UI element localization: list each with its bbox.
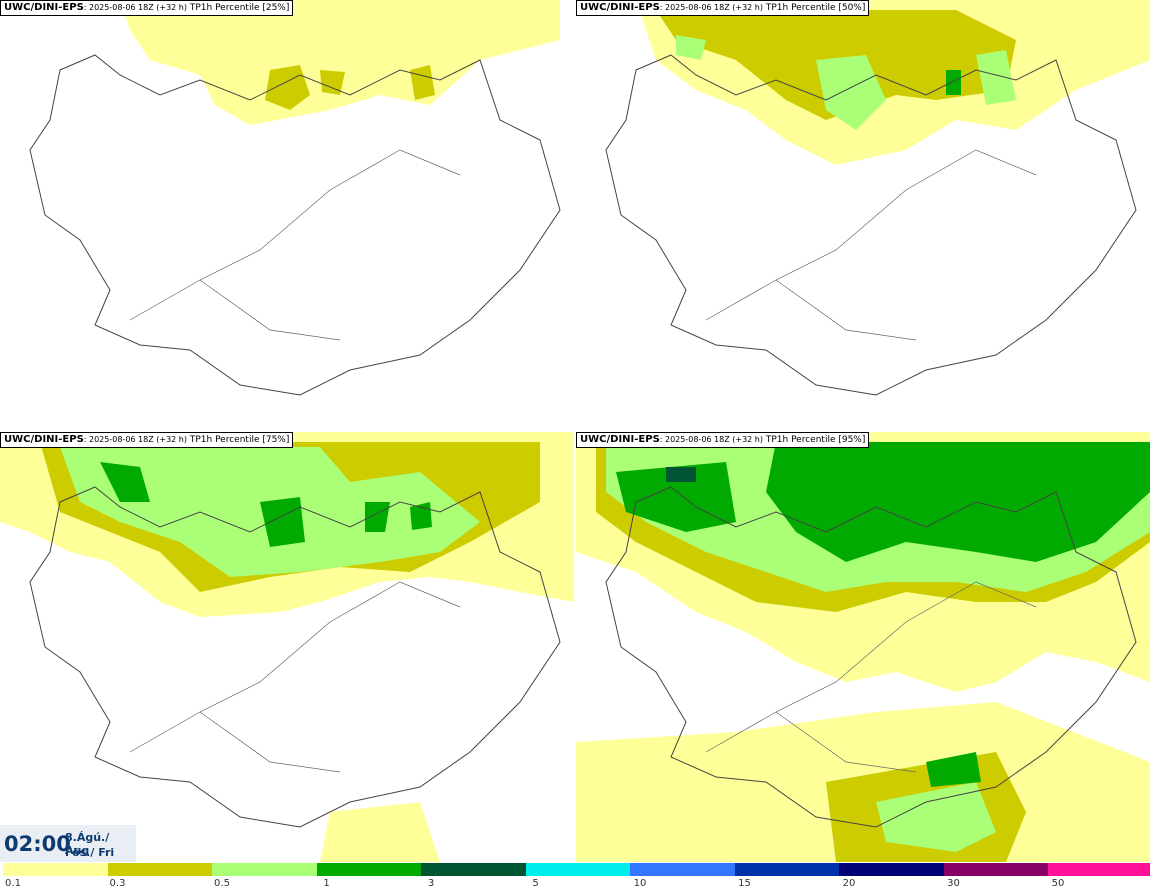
panel-title: UWC/DINI-EPS: 2025-08-06 18Z (+32 h) TP1…: [576, 432, 870, 448]
precip-area: [616, 462, 736, 532]
coastline: [29, 54, 561, 396]
valid-weekday: Fös./ Fri: [65, 846, 115, 859]
legend-label: 5: [532, 878, 539, 889]
road-network: [129, 581, 461, 773]
model-name: UWC/DINI-EPS: [4, 2, 84, 13]
map-panel-p50: UWC/DINI-EPS: 2025-08-06 18Z (+32 h) TP1…: [576, 0, 1150, 430]
precip-map: [0, 432, 574, 862]
map-panel-p95: UWC/DINI-EPS: 2025-08-06 18Z (+32 h) TP1…: [576, 432, 1150, 862]
legend-swatch: [421, 863, 526, 876]
run-info: : 2025-08-06 18Z (+32 h): [659, 435, 763, 444]
road-network: [705, 149, 1037, 341]
map-panel-p75: UWC/DINI-EPS: 2025-08-06 18Z (+32 h) TP1…: [0, 432, 574, 862]
legend-swatch: [316, 863, 421, 876]
legend-swatch: [839, 863, 944, 876]
coastline: [29, 486, 561, 828]
precip-area: [876, 782, 996, 852]
precip-map: [576, 432, 1150, 862]
legend-swatch: [734, 863, 839, 876]
field-name: TP1h Percentile [25%]: [189, 3, 290, 13]
precip-area: [100, 462, 150, 502]
legend-label: 20: [842, 878, 856, 889]
legend-swatch: [212, 863, 317, 876]
legend-label: 15: [738, 878, 751, 889]
precip-area: [946, 70, 961, 95]
run-info: : 2025-08-06 18Z (+32 h): [659, 3, 763, 12]
precip-area: [976, 50, 1016, 105]
precip-area: [766, 442, 1150, 562]
panel-title: UWC/DINI-EPS: 2025-08-06 18Z (+32 h) TP1…: [0, 0, 294, 16]
precip-area: [365, 502, 390, 532]
precip-map: [605, 0, 1150, 396]
precip-area: [265, 65, 310, 110]
legend-label: 0.1: [5, 878, 21, 889]
precip-area: [676, 35, 706, 60]
color-legend: 0.1 0.3 0.5 1 3 5 10 15 20 30 50: [0, 862, 1150, 891]
precip-area: [260, 497, 305, 547]
legend-label: 1: [323, 878, 330, 889]
panel-title: UWC/DINI-EPS: 2025-08-06 18Z (+32 h) TP1…: [0, 432, 294, 448]
map-panel-p25: UWC/DINI-EPS: 2025-08-06 18Z (+32 h) TP1…: [0, 0, 574, 430]
road-network: [129, 149, 461, 341]
precip-map: [29, 0, 561, 396]
model-name: UWC/DINI-EPS: [4, 434, 84, 445]
legend-label: 10: [633, 878, 647, 889]
legend-swatch: [1048, 863, 1150, 876]
legend-label: 30: [947, 878, 960, 889]
legend-swatch: [3, 863, 108, 876]
legend-swatch: [943, 863, 1048, 876]
run-info: : 2025-08-06 18Z (+32 h): [83, 435, 187, 444]
legend-label: 3: [427, 878, 435, 889]
legend-swatch: [107, 863, 212, 876]
field-name: TP1h Percentile [50%]: [765, 3, 866, 13]
precip-area: [320, 802, 440, 862]
legend-swatch: [630, 863, 735, 876]
precip-area: [926, 752, 981, 787]
valid-time: 02:00: [4, 832, 71, 856]
model-name: UWC/DINI-EPS: [580, 434, 660, 445]
precip-area: [320, 70, 345, 95]
field-name: TP1h Percentile [75%]: [189, 435, 290, 445]
coastline: [605, 54, 1137, 396]
legend-label: 50: [1051, 878, 1065, 889]
panel-title: UWC/DINI-EPS: 2025-08-06 18Z (+32 h) TP1…: [576, 0, 870, 16]
legend-label: 0.3: [109, 878, 126, 889]
field-name: TP1h Percentile [95%]: [765, 435, 866, 445]
legend-swatch: [525, 863, 630, 876]
coastline: [605, 486, 1137, 828]
precip-area: [666, 467, 696, 482]
valid-date: 8.Ágú./ Aug: [65, 831, 110, 857]
legend-label: 0.5: [214, 878, 230, 889]
precip-area: [410, 502, 432, 530]
valid-time-box: 02:00 8.Ágú./ Aug Fös./ Fri: [0, 825, 136, 862]
road-network: [705, 581, 1037, 773]
model-name: UWC/DINI-EPS: [580, 2, 660, 13]
precip-area: [120, 0, 560, 125]
precip-area: [816, 55, 886, 130]
run-info: : 2025-08-06 18Z (+32 h): [83, 3, 187, 12]
